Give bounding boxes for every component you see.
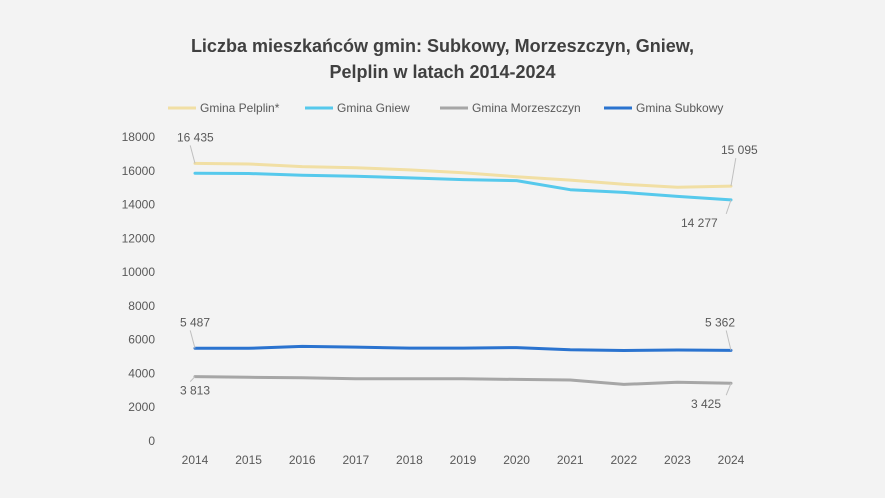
x-tick-label: 2022 (610, 453, 637, 467)
data-label-leader (189, 145, 196, 164)
legend-entry: Gmina Morzeszczyn (472, 101, 581, 115)
data-label: 16 435 (177, 130, 214, 144)
series-line (193, 375, 733, 386)
series-line (193, 344, 733, 352)
x-tick-label: 2014 (182, 453, 209, 467)
data-label: 5 362 (705, 315, 735, 329)
x-tick-label: 2018 (396, 453, 423, 467)
axes: 0 2000 4000 6000 8000 10000 12000 14000 16000 180… (122, 130, 745, 467)
x-tick-label: 2015 (235, 453, 262, 467)
chart-title-line-2: Pelplin w latach 2014-2024 (329, 62, 556, 82)
data-label-leader (725, 382, 732, 396)
y-tick-label: 2000 (128, 400, 155, 414)
x-tick-label: 2021 (557, 453, 584, 467)
legend-entry: Gmina Subkowy (636, 101, 723, 115)
series-line (193, 161, 733, 189)
data-label: 14 277 (681, 216, 718, 230)
x-tick-label: 2017 (342, 453, 369, 467)
y-tick-label: 6000 (128, 333, 155, 347)
y-tick-label: 12000 (122, 231, 156, 245)
y-tick-label: 4000 (128, 366, 155, 380)
legend-entry: Gmina Gniew (337, 101, 410, 115)
data-label: 3 425 (691, 397, 721, 411)
y-tick-label: 10000 (122, 265, 156, 279)
data-label: 5 487 (180, 315, 210, 329)
data-label: 3 813 (180, 384, 210, 398)
x-tick-label: 2019 (450, 453, 477, 467)
data-label-leader (730, 157, 737, 187)
data-label-leader (725, 199, 732, 215)
legend: Gmina Pelplin* Gmina Gniew Gmina Morzeszcz… (168, 101, 723, 115)
x-tick-label: 2024 (718, 453, 745, 467)
data-label: 15 095 (721, 143, 758, 157)
data-label-leader (189, 330, 196, 349)
y-tick-label: 18000 (122, 130, 156, 144)
series-lines (193, 161, 733, 386)
series-line (193, 171, 733, 202)
legend-entry: Gmina Pelplin* (200, 101, 280, 115)
data-label-leader (725, 330, 732, 351)
data-label-leader (189, 376, 196, 382)
x-tick-label: 2023 (664, 453, 691, 467)
y-tick-label: 8000 (128, 299, 155, 313)
chart-title-line-1: Liczba mieszkańców gmin: Subkowy, Morzes… (190, 36, 695, 56)
x-tick-label: 2020 (503, 453, 530, 467)
y-tick-label: 0 (148, 434, 155, 448)
y-tick-label: 14000 (122, 198, 156, 212)
y-tick-label: 16000 (122, 164, 156, 178)
x-tick-label: 2016 (289, 453, 316, 467)
data-labels: 16 435 15 095 14 277 3 813 3 425 5 487 5 362 (177, 130, 758, 411)
